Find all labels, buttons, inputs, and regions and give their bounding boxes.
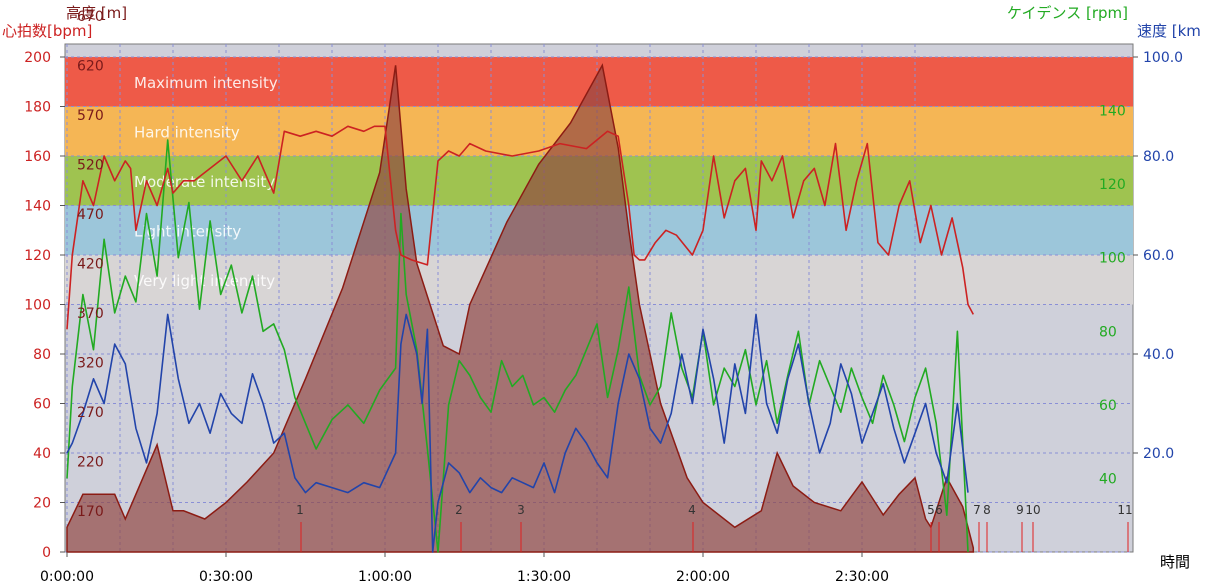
cadence-tick-label: 140	[1099, 104, 1126, 120]
altitude-tick-label: 320	[77, 356, 104, 372]
cadence-tick-label: 120	[1099, 177, 1126, 193]
cadence-tick-label: 100	[1099, 251, 1126, 267]
altitude-tick-label: 470	[77, 207, 104, 223]
time-tick-label: 2:00:00	[676, 569, 730, 585]
heart-rate-tick-label: 180	[24, 100, 51, 116]
altitude-tick-label: 270	[77, 405, 104, 421]
speed-tick-label: 40.0	[1143, 347, 1174, 363]
lap-label: 8	[983, 503, 991, 517]
lap-label: 1	[296, 503, 304, 517]
altitude-tick-label: 620	[77, 59, 104, 75]
time-tick-label: 2:30:00	[835, 569, 889, 585]
altitude-tick-label: 170	[77, 504, 104, 520]
data-lines	[66, 125, 975, 553]
zone-label: Hard intensity	[134, 124, 240, 142]
speed-tick-label: 20.0	[1143, 446, 1174, 462]
time-axis-title: 時間	[1160, 553, 1190, 571]
lap-markers: 1 2 3 4 5 6 7 8 9 10 11	[296, 503, 1133, 552]
heart-rate-tick-label: 140	[24, 199, 51, 215]
altitude-tick-label: 670	[77, 9, 104, 25]
cadence-tick-label: 40	[1099, 471, 1117, 487]
altitude-axis-title: 高度 [m]	[66, 4, 127, 22]
cadence-axis-title: ケイデンス [rpm]	[1007, 4, 1128, 22]
altitude-area	[66, 63, 975, 553]
heart-rate-axis-title: 心拍数[bpm]	[2, 22, 92, 40]
cadence-series	[66, 139, 969, 553]
zone-label: Maximum intensity	[134, 74, 278, 92]
speed-tick-label: 100.0	[1143, 50, 1183, 66]
time-tick-label: 1:30:00	[517, 569, 571, 585]
speed-axis-title: 速度 [km	[1137, 22, 1201, 40]
heart-rate-tick-label: 60	[33, 397, 51, 413]
heart-rate-tick-label: 100	[24, 298, 51, 314]
time-tick-label: 1:00:00	[358, 569, 412, 585]
lap-label: 10	[1025, 503, 1040, 517]
cadence-tick-label: 80	[1099, 324, 1117, 340]
speed-tick-label: 60.0	[1143, 248, 1174, 264]
altitude-tick-label: 520	[77, 158, 104, 174]
lap-label: 9	[1016, 503, 1024, 517]
altitude-series	[66, 63, 975, 553]
lap-label: 11	[1117, 503, 1132, 517]
axes: 0204060801001201401601802001702202703203…	[2, 4, 1201, 585]
heart-rate-tick-label: 160	[24, 149, 51, 165]
time-tick-label: 0:00:00	[40, 569, 94, 585]
zone-labels: Maximum intensity Hard intensity Moderate …	[134, 74, 278, 290]
lap-label: 6	[935, 503, 943, 517]
cadence-tick-label: 60	[1099, 398, 1117, 414]
lap-label: 3	[517, 503, 525, 517]
lap-label: 4	[688, 503, 696, 517]
speed-series	[66, 313, 969, 553]
altitude-tick-label: 370	[77, 306, 104, 322]
zone-label: Very light intensity	[134, 272, 275, 290]
speed-tick-label: 80.0	[1143, 149, 1174, 165]
zone-label: Moderate intensity	[134, 173, 275, 191]
lap-label: 2	[455, 503, 463, 517]
altitude-tick-label: 420	[77, 257, 104, 273]
heart-rate-tick-label: 80	[33, 347, 51, 363]
lap-label: 7	[973, 503, 981, 517]
heart-rate-tick-label: 0	[42, 545, 51, 561]
heart-rate-tick-label: 120	[24, 248, 51, 264]
heart-rate-tick-label: 40	[33, 446, 51, 462]
heart-rate-tick-label: 200	[24, 50, 51, 66]
altitude-tick-label: 570	[77, 108, 104, 124]
time-tick-label: 0:30:00	[199, 569, 253, 585]
heart-rate-series	[66, 125, 975, 330]
lap-label: 5	[927, 503, 935, 517]
heart-rate-tick-label: 20	[33, 496, 51, 512]
altitude-tick-label: 220	[77, 455, 104, 471]
